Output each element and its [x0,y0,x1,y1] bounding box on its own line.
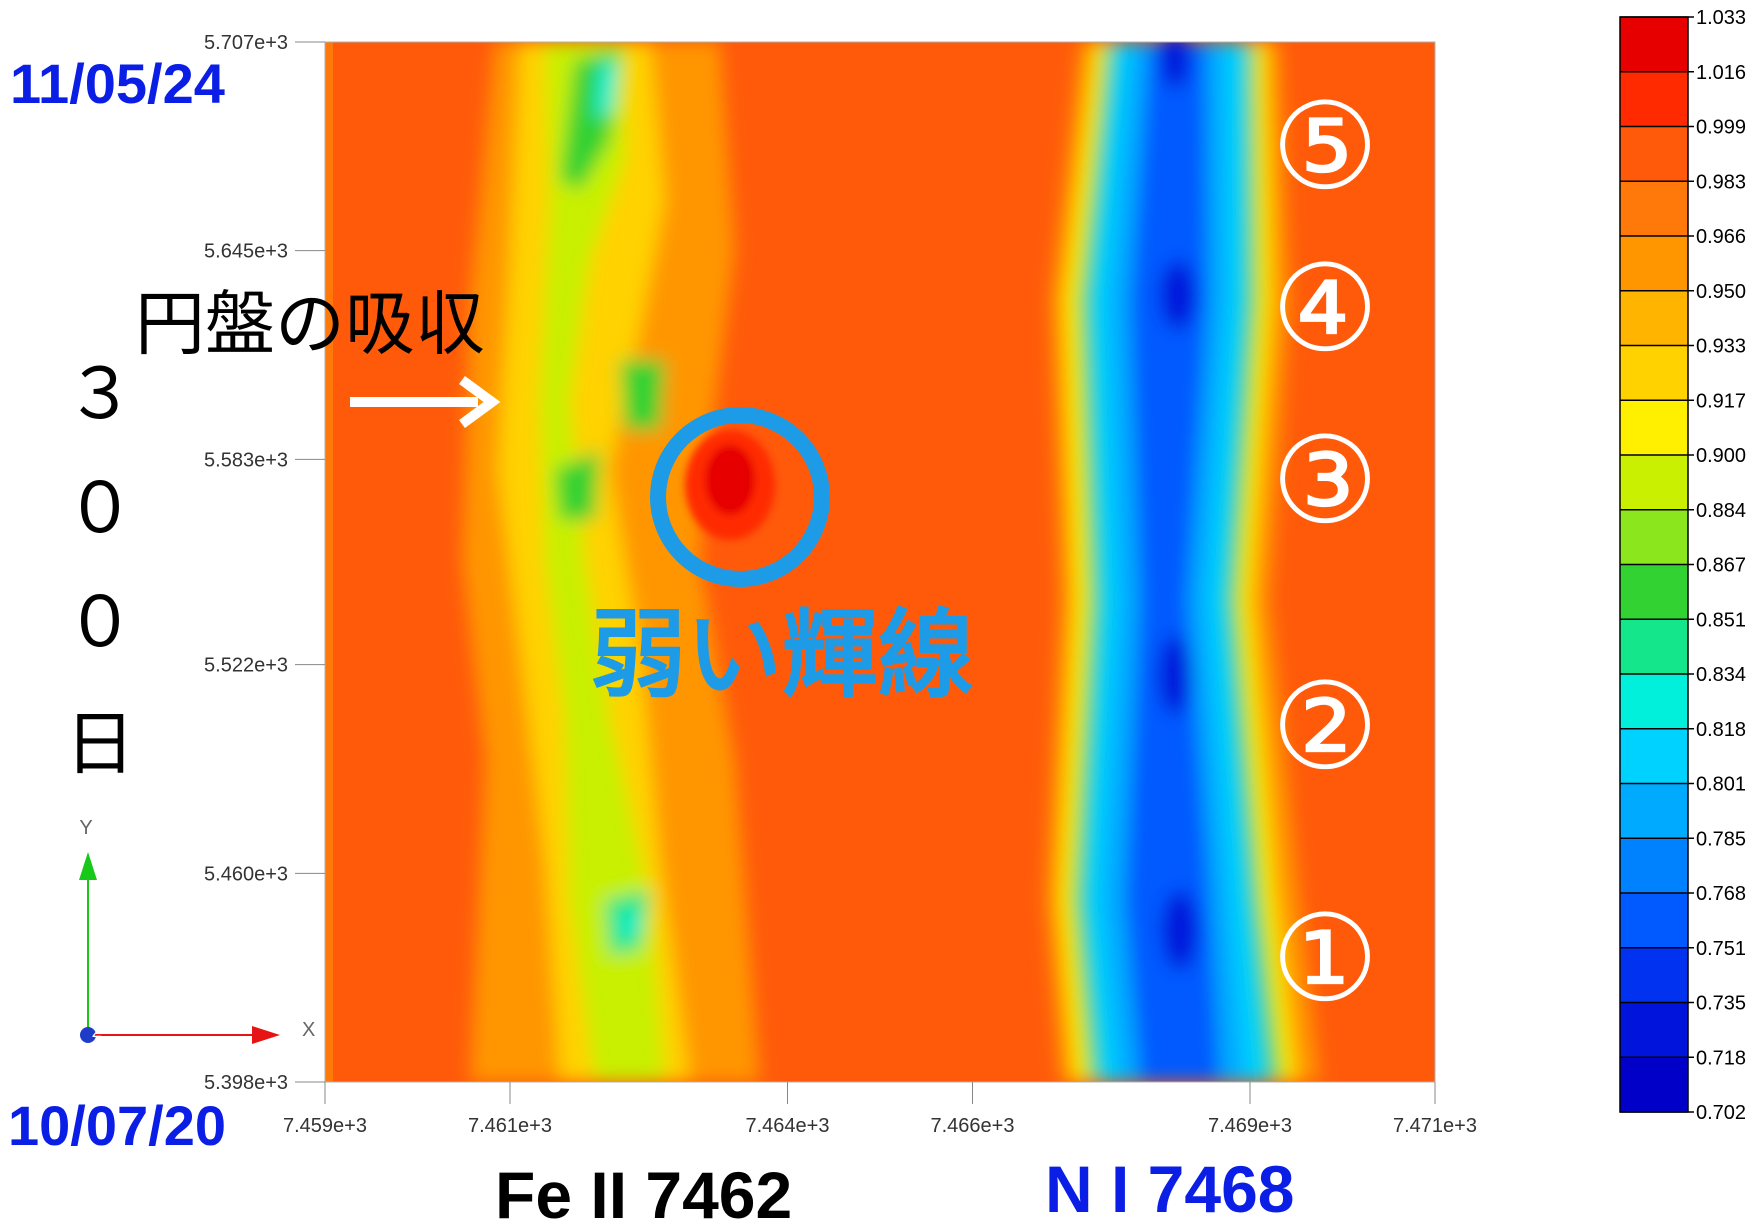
colorbar-label: 0.966 [1696,226,1746,248]
date-top: 11/05/24 [10,52,225,115]
phase-marker-3: ③ [1271,414,1379,548]
colorbar-label: 0.702 [1696,1102,1746,1124]
colorbar-swatch [1620,181,1688,237]
duration-label: ３ ０ ０ 日 [65,355,135,783]
phase-marker-1: ① [1271,892,1379,1026]
triad-x-label: X [302,1019,315,1041]
colorbar-swatch [1620,1002,1688,1058]
colorbar-swatch [1620,17,1688,73]
colorbar-label: 0.933 [1696,336,1746,358]
phase-marker-5: ⑤ [1271,80,1379,214]
left-edge-strip [325,42,333,1082]
triad-z-label: Z [92,1024,102,1041]
colorbar-label: 0.867 [1696,555,1746,577]
y-tick-label: 5.460e+3 [204,863,288,885]
colorbar-label: 0.983 [1696,171,1746,193]
colorbar-swatch [1620,728,1688,784]
colorbar-label: 0.834 [1696,664,1746,686]
colorbar-swatch [1620,290,1688,346]
weak-emission-circle [650,407,830,587]
phase-marker-4: ④ [1271,242,1379,376]
y-tick-label: 5.522e+3 [204,655,288,677]
x-tick-label: 7.466e+3 [931,1115,1015,1137]
colorbar-label: 0.751 [1696,938,1746,960]
colorbar-swatch [1620,71,1688,127]
colorbar-label: 0.801 [1696,774,1746,796]
colorbar: 1.033 1.016 0.999 0.983 0.966 0.950 0.933 0.917… [1619,7,1746,1124]
colorbar-swatch [1620,400,1688,456]
n-i-label: N I 7468 [1045,1152,1295,1221]
colorbar-label: 0.768 [1696,883,1746,905]
colorbar-swatch [1620,564,1688,620]
duration-char-3: ０ [65,583,135,661]
colorbar-swatch [1620,674,1688,730]
duration-char-4: 日 [65,705,135,783]
x-tick-label: 7.459e+3 [283,1115,367,1137]
colorbar-swatch [1620,236,1688,292]
colorbar-label: 0.851 [1696,609,1746,631]
phase-markers: ⑤ ④ ③ ② ① [1271,80,1379,1026]
y-axis: 5.398e+3 5.460e+3 5.522e+3 5.583e+3 5.645e+3… [204,32,325,1094]
duration-char-2: ０ [65,469,135,547]
colorbar-label: 0.900 [1696,445,1746,467]
colorbar-label: 0.917 [1696,390,1746,412]
colorbar-swatch [1620,619,1688,675]
colorbar-label: 0.785 [1696,828,1746,850]
weak-emission-blob [685,430,775,540]
n-i-absorption-band [1045,42,1320,1082]
colorbar-label: 0.735 [1696,993,1746,1015]
x-axis: 7.459e+3 7.461e+3 7.464e+3 7.466e+3 7.469e+3… [283,1082,1477,1137]
date-bottom: 10/07/20 [8,1094,226,1157]
x-tick-label: 7.461e+3 [468,1115,552,1137]
colorbar-swatch [1620,947,1688,1003]
y-tick-label: 5.398e+3 [204,1072,288,1094]
colorbar-label: 0.950 [1696,281,1746,303]
colorbar-swatch [1620,509,1688,565]
weak-emission-label: 弱い輝線 [590,602,974,709]
duration-char-1: ３ [65,355,135,433]
colorbar-label: 0.718 [1696,1047,1746,1069]
x-tick-label: 7.471e+3 [1393,1115,1477,1137]
axis-triad: Y X Z [79,817,315,1044]
colorbar-label: 1.016 [1696,62,1746,84]
colorbar-label: 0.999 [1696,117,1746,139]
heatmap-plot [325,42,1435,1082]
plot-frame [324,41,1436,1083]
triad-x-arrow [252,1026,280,1044]
phase-marker-2: ② [1271,660,1379,794]
y-tick-label: 5.645e+3 [204,241,288,263]
colorbar-label: 0.818 [1696,719,1746,741]
colorbar-swatch [1620,1057,1688,1113]
x-tick-label: 7.464e+3 [746,1115,830,1137]
disk-absorption-arrow [350,375,501,429]
fe-ii-label: Fe II 7462 [495,1158,792,1221]
disk-absorption-label: 円盤の吸収 [135,285,485,363]
colorbar-swatch [1620,345,1688,401]
colorbar-swatch [1620,126,1688,182]
y-tick-label: 5.707e+3 [204,32,288,54]
triad-z-dot [80,1027,96,1043]
triad-y-arrow [79,852,97,880]
colorbar-label: 1.033 [1696,7,1746,29]
fe-ii-absorption-band [462,42,760,1082]
triad-y-label: Y [79,817,92,839]
colorbar-swatch [1620,893,1688,949]
colorbar-swatch [1620,838,1688,894]
colorbar-swatch [1620,455,1688,511]
y-tick-label: 5.583e+3 [204,449,288,471]
x-tick-label: 7.469e+3 [1208,1115,1292,1137]
colorbar-swatch [1620,783,1688,839]
colorbar-label: 0.884 [1696,500,1746,522]
